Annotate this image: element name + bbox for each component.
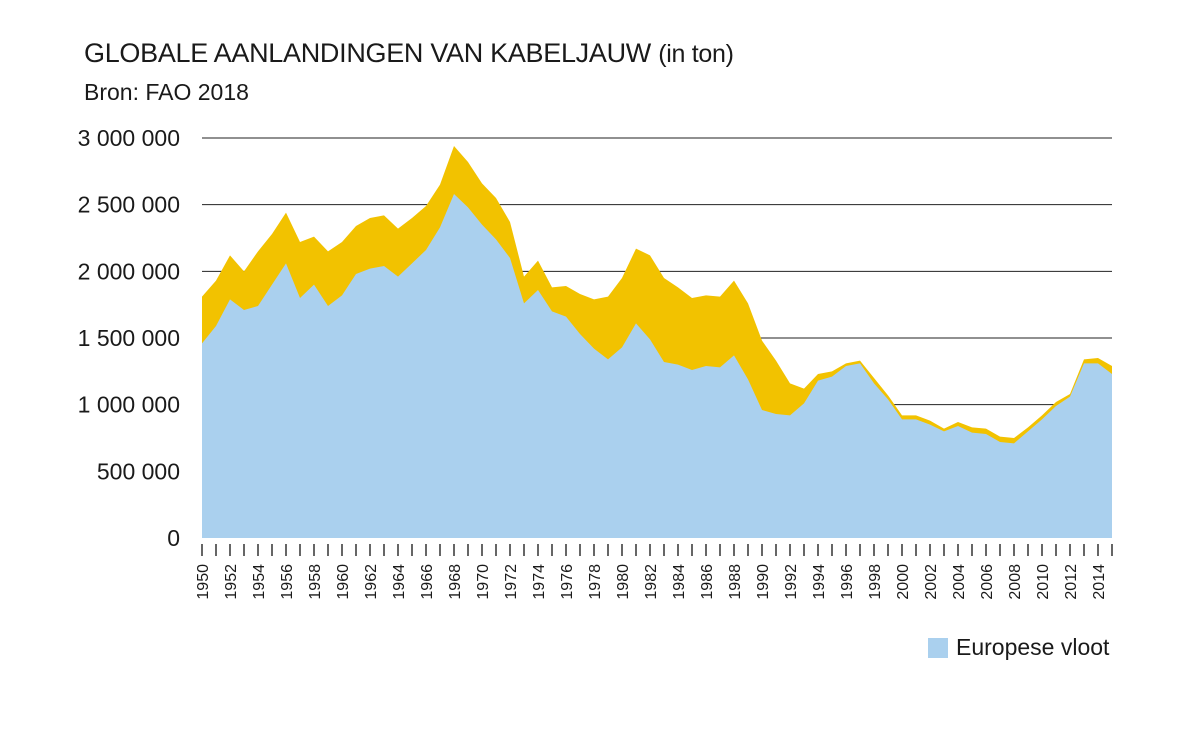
- chart-title-unit: (in ton): [658, 40, 734, 68]
- x-tick-label: 2012: [1063, 564, 1080, 600]
- x-tick-label: 1982: [643, 564, 660, 600]
- x-tick-label: 1992: [783, 564, 800, 600]
- y-tick-label: 2 500 000: [78, 192, 180, 218]
- y-tick-label: 1 500 000: [78, 325, 180, 351]
- y-tick-label: 500 000: [97, 458, 180, 484]
- legend: Europese vloot: [928, 634, 1109, 661]
- x-tick-label: 1974: [531, 564, 548, 600]
- x-tick-label: 1990: [755, 564, 772, 600]
- x-tick-label: 1968: [447, 564, 464, 600]
- x-axis: 1950 1952 1954 1956 1958 1960 1962 1964 1966 1968…: [195, 544, 1113, 600]
- x-tick-label: 1986: [699, 564, 716, 600]
- y-axis: 0 500 000 1 000 000 1 500 000 2 000 000 2 500…: [78, 125, 180, 551]
- x-tick-label: 1970: [475, 564, 492, 600]
- x-tick-label: 2010: [1035, 564, 1052, 600]
- x-tick-label: 1998: [867, 564, 884, 600]
- x-tick-label: 1966: [419, 564, 436, 600]
- x-tick-label: 1972: [503, 564, 520, 600]
- x-tick-label: 1950: [195, 564, 212, 600]
- x-tick-label: 1988: [727, 564, 744, 600]
- x-tick-label: 2004: [951, 564, 968, 600]
- x-tick-label: 2014: [1091, 564, 1108, 600]
- x-tick-label: 1954: [251, 564, 268, 600]
- x-tick-label: 1956: [279, 564, 296, 600]
- y-tick-label: 2 000 000: [78, 258, 180, 284]
- chart-title-text: GLOBALE AANLANDINGEN VAN KABELJAUW: [84, 38, 651, 68]
- x-tick-label: 1980: [615, 564, 632, 600]
- x-tick-label: 1994: [811, 564, 828, 600]
- y-tick-label: 3 000 000: [78, 125, 180, 151]
- x-tick-label: 1952: [223, 564, 240, 600]
- x-tick-label: 1960: [335, 564, 352, 600]
- x-tick-label: 1958: [307, 564, 324, 600]
- y-tick-label: 0: [167, 525, 180, 551]
- chart-title: GLOBALE AANLANDINGEN VAN KABELJAUW (in t…: [84, 38, 734, 69]
- x-tick-label: 1976: [559, 564, 576, 600]
- x-tick-label: 1964: [391, 564, 408, 600]
- area-european-fleet: [202, 194, 1112, 538]
- x-tick-label: 2008: [1007, 564, 1024, 600]
- x-tick-label: 1996: [839, 564, 856, 600]
- x-tick-label: 2006: [979, 564, 996, 600]
- legend-swatch-europe: [928, 637, 948, 658]
- chart-subtitle: Bron: FAO 2018: [84, 79, 249, 105]
- y-tick-label: 1 000 000: [78, 392, 180, 418]
- legend-label-europe: Europese vloot: [956, 634, 1110, 660]
- x-tick-label: 2002: [923, 564, 940, 600]
- areas: [202, 146, 1112, 538]
- x-tick-label: 2000: [895, 564, 912, 600]
- x-tick-label: 1978: [587, 564, 604, 600]
- x-tick-label: 1962: [363, 564, 380, 600]
- x-tick-label: 1984: [671, 564, 688, 600]
